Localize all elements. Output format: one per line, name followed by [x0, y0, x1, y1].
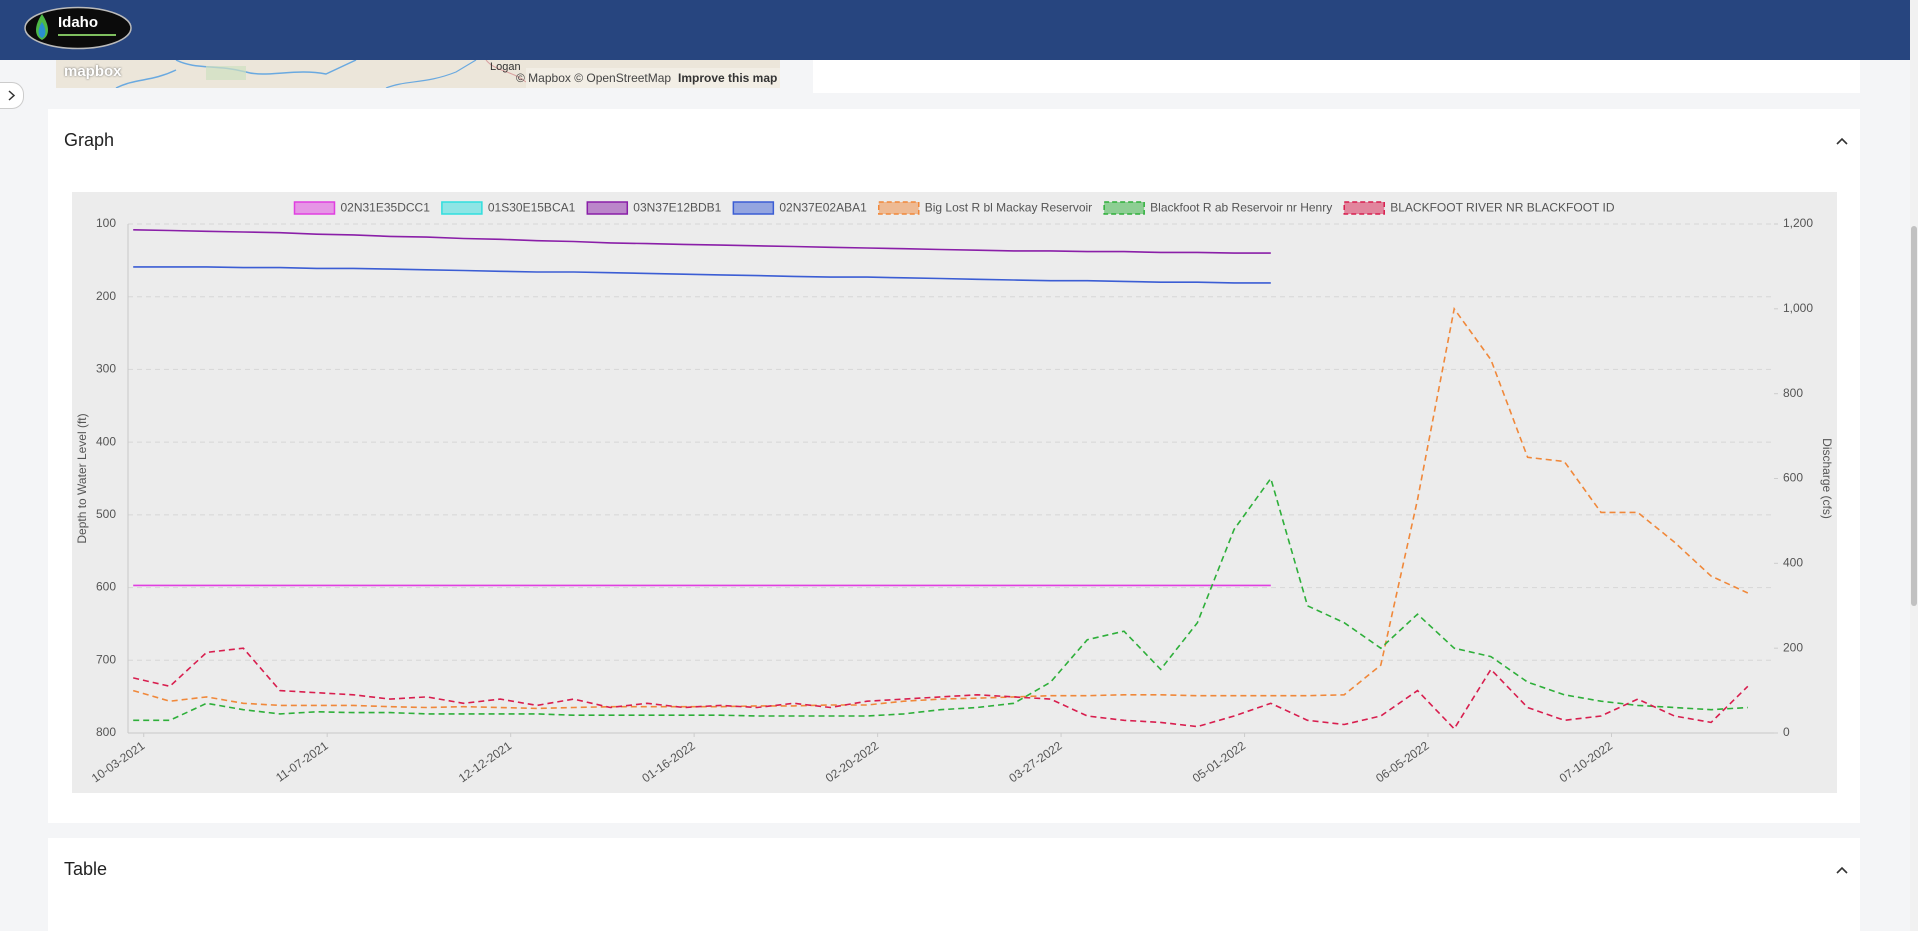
legend-swatch [878, 201, 920, 215]
legend-label: Blackfoot R ab Reservoir nr Henry [1150, 201, 1332, 215]
series-line [133, 476, 1748, 722]
map-improve[interactable]: Improve this map [678, 71, 778, 85]
y-tick-label: 800 [96, 725, 116, 739]
legend-swatch [586, 201, 629, 215]
collapse-icon[interactable] [1834, 135, 1850, 147]
map-place: Logan [490, 61, 521, 73]
x-tick-label: 03-27-2022 [1006, 738, 1065, 785]
map[interactable]: mapbox Logan © Mapbox © OpenStreetMap Im… [56, 60, 780, 88]
legend-swatch [732, 201, 775, 215]
table-title: Table [64, 859, 108, 879]
x-tick-label: 05-01-2022 [1190, 738, 1249, 785]
legend: 02N31E35DCC1 01S30E15BCA1 03N37E12BDB1 02N3… [293, 201, 1615, 215]
y-tick-label: 200 [96, 289, 116, 303]
y-tick-label: 700 [96, 652, 116, 666]
series-line [133, 266, 1271, 284]
legend-label: Big Lost R bl Mackay Reservoir [925, 201, 1092, 215]
map-logo[interactable]: mapbox [64, 63, 122, 80]
y-tick-label: 400 [96, 434, 116, 448]
scrollbar[interactable] [1910, 0, 1918, 931]
y-tick-label: 600 [96, 580, 116, 594]
logo-text: Idaho [58, 14, 98, 31]
map-tiles [115, 60, 780, 88]
legend-swatch [441, 201, 483, 215]
legend-label: 02N37E02ABA1 [779, 201, 867, 215]
legend-swatch [1103, 201, 1145, 215]
legend-swatch [293, 201, 336, 215]
x-tick-label: 10-03-2021 [89, 738, 148, 785]
y2-tick-label: 600 [1783, 471, 1803, 485]
x-tick-label: 01-16-2022 [639, 738, 698, 785]
side-card [813, 60, 1860, 93]
series-line [133, 229, 1271, 254]
logo[interactable]: Idaho [24, 6, 134, 50]
y2-tick-label: 400 [1783, 556, 1803, 570]
toggle-icon [8, 90, 16, 101]
top-nav: Idaho [0, 0, 1910, 60]
chart: 100 200 300 400 500 600 700 800 0 200 400 600 800 1,0… [72, 192, 1837, 793]
series-line [133, 647, 1749, 731]
scroll-thumb[interactable] [1911, 226, 1917, 606]
y2-tick-label: 1,000 [1783, 301, 1813, 315]
legend-label: 01S30E15BCA1 [488, 201, 576, 215]
y-axis-title: Depth to Water Level (ft) [75, 413, 89, 543]
table-card: Table [48, 838, 1860, 931]
legend-label: 02N31E35DCC1 [340, 201, 430, 215]
map-attribution[interactable]: © Mapbox © OpenStreetMap [516, 71, 672, 85]
x-tick-label: 02-20-2022 [823, 738, 882, 785]
y-tick-label: 100 [96, 216, 116, 230]
y2-tick-label: 800 [1783, 386, 1803, 400]
collapse-icon[interactable] [1834, 864, 1850, 876]
x-tick-label: 12-12-2021 [456, 738, 515, 785]
y2-tick-label: 1,200 [1783, 216, 1813, 230]
legend-label: BLACKFOOT RIVER NR BLACKFOOT ID [1390, 201, 1615, 215]
x-tick-label: 07-10-2022 [1557, 738, 1616, 785]
y-tick-label: 500 [96, 507, 116, 521]
y-tick-label: 300 [96, 362, 116, 376]
y2-tick-label: 200 [1783, 640, 1803, 654]
y2-tick-label: 0 [1783, 725, 1790, 739]
sidebar-toggle[interactable] [0, 82, 24, 109]
graph-title: Graph [64, 130, 115, 150]
x-tick-label: 06-05-2022 [1373, 738, 1432, 785]
y2-axis-title: Discharge (cfs) [1820, 438, 1834, 519]
legend-swatch [1343, 201, 1385, 215]
x-tick-label: 11-07-2021 [273, 738, 331, 784]
legend-label: 03N37E12BDB1 [633, 201, 721, 215]
series-line [132, 306, 1749, 710]
